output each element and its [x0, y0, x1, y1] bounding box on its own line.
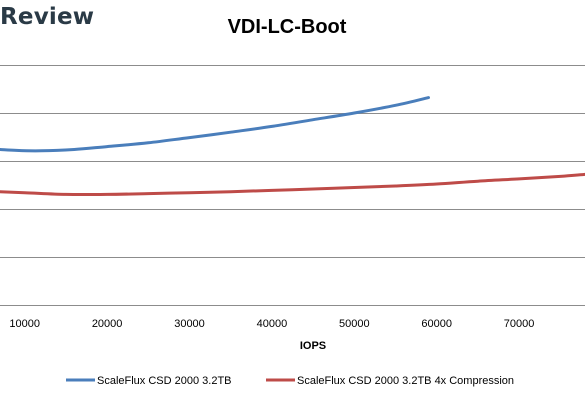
legend-label-1: ScaleFlux CSD 2000 3.2TB — [97, 375, 232, 387]
x-tick-label-60000: 60000 — [421, 318, 452, 330]
legend-label-2: ScaleFlux CSD 2000 3.2TB 4x Compression — [297, 375, 514, 387]
x-tick-label-40000: 40000 — [257, 318, 288, 330]
x-tick-label-10000: 10000 — [9, 318, 40, 330]
brand-logo-text: Review — [0, 4, 95, 30]
series-line-1 — [0, 96, 430, 153]
x-tick-labels: 10000 20000 30000 40000 50000 60000 70000 — [9, 318, 534, 330]
legend: ScaleFlux CSD 2000 3.2TB ScaleFlux CSD 20… — [66, 375, 514, 387]
gridlines — [0, 65, 585, 306]
series-line-2 — [0, 172, 585, 197]
x-axis-label: IOPS — [300, 340, 326, 352]
x-tick-label-20000: 20000 — [92, 318, 123, 330]
chart-title: VDI-LC-Boot — [228, 16, 347, 38]
series-lines — [0, 96, 585, 197]
x-tick-label-30000: 30000 — [174, 318, 205, 330]
x-tick-label-70000: 70000 — [504, 318, 535, 330]
x-tick-label-50000: 50000 — [339, 318, 370, 330]
